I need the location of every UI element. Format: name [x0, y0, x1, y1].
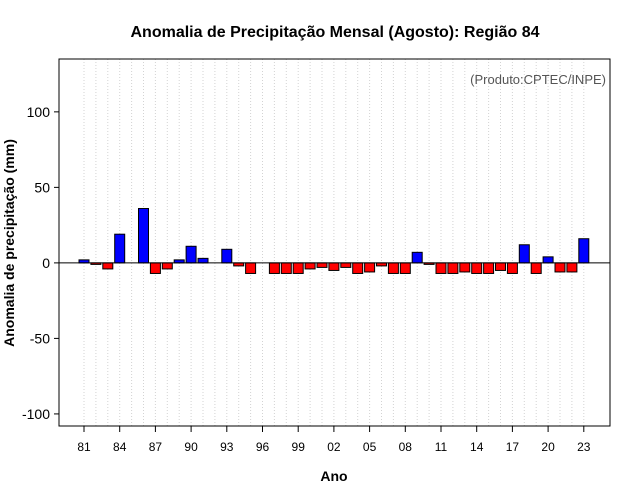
x-tick-label: 96 — [256, 440, 270, 454]
x-tick-label: 87 — [149, 440, 163, 454]
vertical-grid — [83, 59, 585, 426]
bar-2004 — [352, 262, 364, 274]
bar-1990 — [185, 245, 197, 264]
x-tick-label: 11 — [435, 440, 448, 454]
bar-1986 — [138, 208, 149, 264]
x-axis: 81 84 87 90 93 96 99 02 05 08 11 14 17 20 23 — [77, 426, 591, 454]
x-tick-label: 20 — [541, 440, 555, 454]
bar-2014 — [471, 262, 483, 274]
bar-2012 — [447, 262, 459, 274]
x-tick-label: 02 — [327, 440, 341, 454]
x-tick-label: 17 — [506, 440, 520, 454]
bar-1988 — [161, 262, 173, 270]
bar-2007 — [387, 262, 399, 274]
x-tick-label: 93 — [220, 440, 234, 454]
bar-1991 — [197, 257, 209, 264]
x-tick-label: 14 — [470, 440, 484, 454]
x-tick-label: 99 — [292, 440, 306, 454]
bar-1997 — [268, 262, 280, 274]
bar-2023 — [578, 238, 590, 264]
bar-2008 — [399, 262, 411, 274]
bar-2003 — [340, 262, 352, 268]
chart-title: Anomalia de Precipitação Mensal (Agosto)… — [131, 24, 540, 41]
bar-1995 — [245, 262, 257, 274]
x-tick-label: 90 — [184, 440, 198, 454]
bar-2013 — [459, 262, 471, 273]
x-tick-label: 23 — [577, 440, 591, 454]
y-tick-label: 50 — [34, 179, 50, 195]
bar-2017 — [506, 262, 518, 274]
x-tick-label: 84 — [113, 440, 127, 454]
bar-2018 — [518, 244, 530, 264]
bar-2000 — [304, 262, 316, 270]
y-tick-label: -50 — [30, 330, 50, 346]
bar-2016 — [495, 262, 506, 271]
bar-1987 — [149, 262, 161, 274]
y-tick-label: 0 — [42, 255, 50, 271]
bar-2019 — [530, 262, 542, 274]
plot-frame — [58, 58, 611, 427]
bar-2020 — [542, 256, 554, 264]
bar-1984 — [114, 233, 126, 264]
x-axis-label: Ano — [320, 468, 347, 484]
bar-2011 — [435, 262, 447, 274]
bar-2021 — [554, 262, 566, 273]
bar-2002 — [328, 262, 340, 271]
bar-1983 — [102, 262, 114, 270]
bar-2022 — [566, 262, 578, 273]
bar-2009 — [411, 251, 423, 264]
y-tick-label: -100 — [22, 406, 50, 422]
y-axis-label: Anomalia de precipitação (mm) — [1, 139, 17, 347]
y-tick-label: 100 — [27, 104, 51, 120]
x-tick-label: 81 — [77, 440, 91, 454]
bars-group — [78, 208, 590, 274]
bar-2001 — [316, 262, 328, 268]
bar-1998 — [280, 262, 292, 274]
bar-2005 — [364, 262, 376, 273]
bar-1993 — [221, 248, 233, 264]
bar-1999 — [292, 262, 304, 274]
credit-label: (Produto:CPTEC/INPE) — [470, 72, 606, 87]
bar-2015 — [483, 262, 495, 274]
y-axis: -100 -50 0 50 100 — [22, 104, 59, 422]
x-tick-label: 08 — [399, 440, 413, 454]
x-tick-label: 05 — [363, 440, 377, 454]
